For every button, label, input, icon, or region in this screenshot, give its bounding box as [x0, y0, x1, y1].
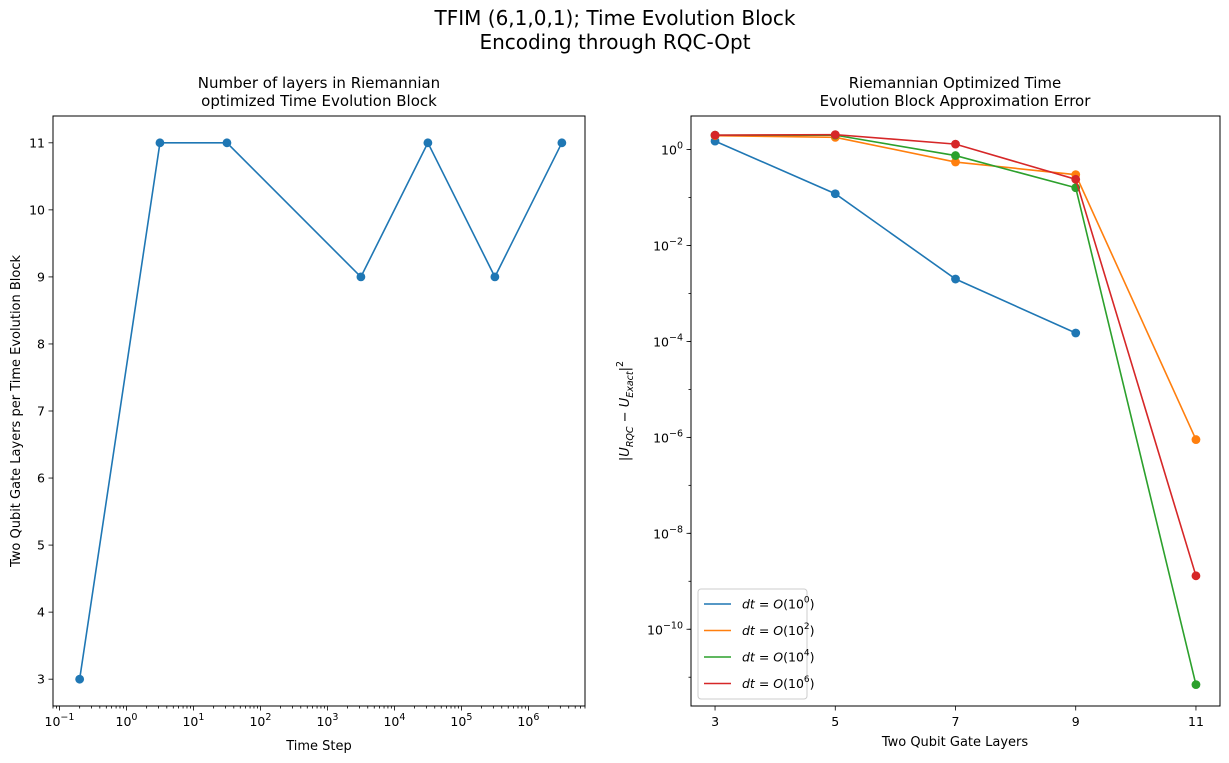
right-data-point-s3-3	[1071, 174, 1081, 184]
right-series-line-1	[715, 134, 1197, 440]
right-axes-title-line-1: Riemannian Optimized Time	[849, 74, 1062, 92]
left-y-tick-label-2: 5	[37, 538, 45, 553]
right-data-point-s0-2	[951, 274, 960, 284]
left-y-axis-label: Two Qubit Gate Layers per Time Evolution…	[9, 254, 24, 568]
left-x-axis-label: Time Step	[285, 739, 352, 754]
right-axes: Riemannian Optimized Time Evolution Bloc…	[615, 74, 1221, 750]
left-y-tick-label-8: 11	[29, 135, 45, 150]
figure-suptitle-line-1: TFIM (6,1,0,1); Time Evolution Block	[434, 6, 796, 30]
right-data-point-s0-1	[830, 189, 840, 199]
left-data-point-4	[423, 138, 433, 148]
right-x-tick-label-4: 11	[1188, 714, 1204, 729]
left-x-tick-label-6: 105	[450, 712, 472, 729]
right-data-point-s2-2	[951, 151, 960, 160]
legend-label-0: dt = O(100)	[742, 596, 815, 612]
right-x-tick-label-3: 9	[1072, 714, 1080, 729]
figure-suptitle-line-2: Encoding through RQC-Opt	[479, 30, 750, 54]
right-data-point-s3-1	[830, 130, 840, 140]
left-y-tick-label-0: 3	[37, 672, 45, 687]
left-y-tick-label-6: 9	[37, 269, 45, 284]
right-data-point-s3-2	[951, 139, 960, 149]
left-data-point-0	[75, 674, 85, 684]
right-series-line-0	[714, 140, 1077, 334]
right-data-point-s0-3	[1071, 328, 1081, 338]
right-x-tick-label-1: 5	[831, 714, 839, 729]
left-y-tick-label-3: 6	[37, 471, 45, 486]
right-x-axis-label: Two Qubit Gate Layers	[881, 735, 1029, 750]
left-y-tick-label-7: 10	[29, 202, 45, 217]
left-axes: Number of layers in Riemannian optimized…	[9, 74, 586, 754]
right-series-line-3	[715, 133, 1197, 577]
right-tick-group: 3 5 7 9 11 100 10−2 10−4 10−6 10−8 10−10	[647, 141, 1204, 729]
legend-label-1: dt = O(102)	[742, 622, 815, 638]
legend-box	[697, 588, 808, 700]
left-series-line	[78, 141, 563, 680]
legend-label-3: dt = O(106)	[742, 675, 815, 691]
left-axes-title-line-2: optimized Time Evolution Block	[201, 92, 437, 110]
left-plot-area	[75, 138, 567, 684]
left-y-tick-label-4: 7	[37, 404, 45, 419]
right-x-tick-label-2: 7	[952, 714, 960, 729]
left-y-tick-label-5: 8	[37, 336, 45, 351]
right-y-tick-label-2: 10−4	[653, 332, 683, 349]
left-data-point-6	[557, 138, 567, 148]
left-data-point-3	[356, 272, 366, 282]
left-x-tick-label-0: 10−1	[45, 712, 75, 729]
left-x-tick-label-4: 103	[316, 712, 338, 729]
legend: dt = O(100) dt = O(102) dt = O(104) dt = O(…	[697, 588, 815, 700]
right-y-tick-label-4: 10−8	[653, 524, 683, 541]
right-y-axis-label: |URQC − UExact|2	[615, 361, 636, 461]
left-axes-frame	[52, 115, 586, 707]
left-tick-group: 10−1 100 101 102 103 104 105 106 3 4 5 6 7 8 9 10 11	[29, 135, 586, 729]
right-data-point-s2-4	[1191, 680, 1201, 690]
right-data-point-s1-2	[951, 157, 960, 167]
right-axes-title-line-2: Evolution Block Approximation Error	[820, 92, 1092, 110]
right-y-tick-label-0: 100	[661, 141, 683, 158]
right-y-tick-label-5: 10−10	[647, 620, 683, 637]
right-axes-frame	[690, 115, 1221, 707]
right-data-point-s1-4	[1191, 435, 1201, 444]
right-x-tick-label-0: 3	[711, 714, 719, 729]
left-data-point-5	[490, 272, 500, 282]
left-x-tick-label-2: 101	[182, 712, 204, 729]
left-y-tick-label-1: 4	[37, 605, 45, 620]
left-data-point-1	[155, 138, 165, 148]
left-x-tick-label-5: 104	[383, 712, 405, 729]
left-data-point-2	[222, 138, 232, 148]
right-data-point-s3-0	[710, 130, 720, 140]
left-axes-title-line-1: Number of layers in Riemannian	[198, 74, 440, 92]
right-y-tick-label-1: 10−2	[653, 237, 683, 254]
left-x-tick-label-7: 106	[517, 712, 539, 729]
right-y-tick-label-3: 10−6	[653, 428, 683, 445]
right-plot-area	[710, 130, 1201, 690]
right-data-point-s3-4	[1191, 571, 1201, 581]
left-x-tick-label-3: 102	[249, 712, 271, 729]
left-x-tick-label-1: 100	[116, 712, 138, 729]
legend-label-2: dt = O(104)	[742, 649, 815, 665]
